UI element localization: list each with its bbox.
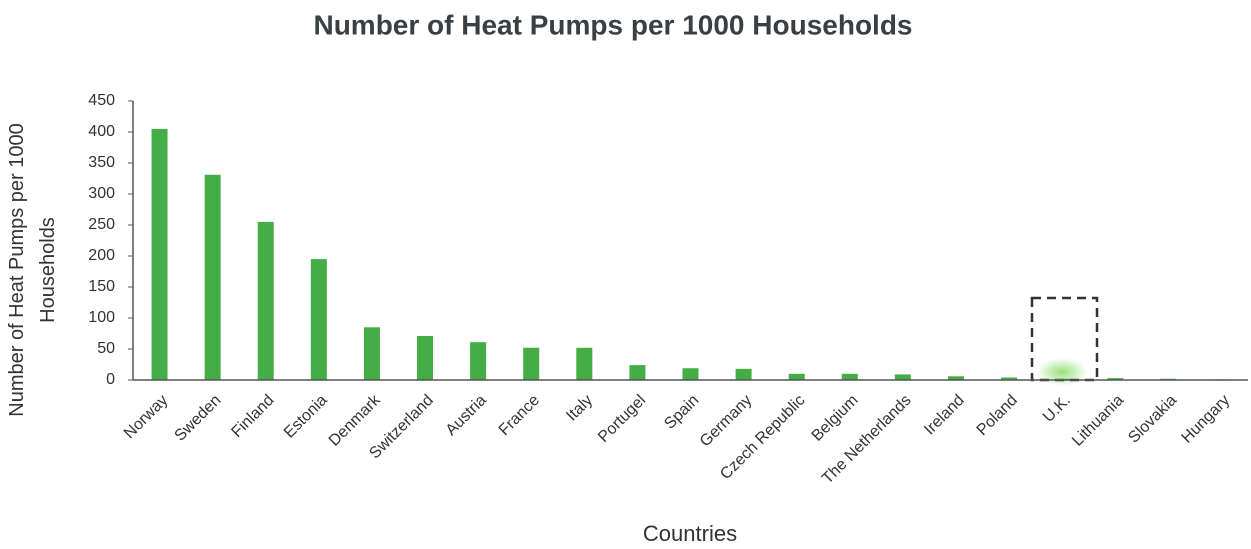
bar [629,365,646,380]
x-tick-label: Belgium [809,392,862,445]
highlight-glow [1036,358,1088,386]
bar [1001,377,1018,380]
y-tick-label: 150 [88,278,115,295]
x-tick-label: Lithuania [1069,392,1127,450]
bar [1107,378,1124,380]
bar [735,368,752,380]
x-tick-label: Spain [661,392,702,433]
x-tick-label: Austria [443,392,490,439]
x-tick-label: The Netherlands [819,392,915,488]
bar [257,221,274,380]
bar [576,347,593,380]
bar [310,259,327,380]
y-tick-label: 250 [88,216,115,233]
bar [417,335,434,380]
bar [470,342,487,380]
bar [151,128,168,380]
highlight-box [1030,296,1099,382]
x-tick-label: Portugel [595,392,649,446]
y-tick-label: 400 [88,123,115,140]
x-tick-label: Italy [563,392,596,425]
bar [363,327,380,380]
y-tick-label: 300 [88,185,115,202]
x-tick-label: U.K. [1040,392,1074,426]
x-tick-label: Ireland [921,392,968,439]
y-tick-label: 0 [106,371,115,388]
x-tick-label: Finland [228,392,277,441]
bar [788,373,805,380]
x-tick-label: Estonia [281,392,331,442]
x-tick-label: France [496,392,543,439]
bar [523,347,540,380]
x-tick-label: Sweden [172,392,225,445]
bar [947,376,964,380]
y-tick-label: 200 [88,247,115,264]
y-tick-label: 50 [97,340,115,357]
bar [682,368,699,380]
x-tick-label: Slovakia [1125,392,1180,447]
x-tick-label: Poland [974,392,1021,439]
chart-title: Number of Heat Pumps per 1000 Households [313,9,912,40]
y-tick-label: 100 [88,309,115,326]
x-tick-label: Norway [121,392,171,442]
bar [894,374,911,380]
bar [841,373,858,380]
bar [204,174,221,380]
x-axis-label: Countries [643,521,737,546]
y-tick-label: 350 [88,154,115,171]
y-tick-label: 450 [88,92,115,109]
y-axis-label: Number of Heat Pumps per 1000 Households [6,123,59,417]
x-tick-label: Hungary [1178,392,1233,447]
